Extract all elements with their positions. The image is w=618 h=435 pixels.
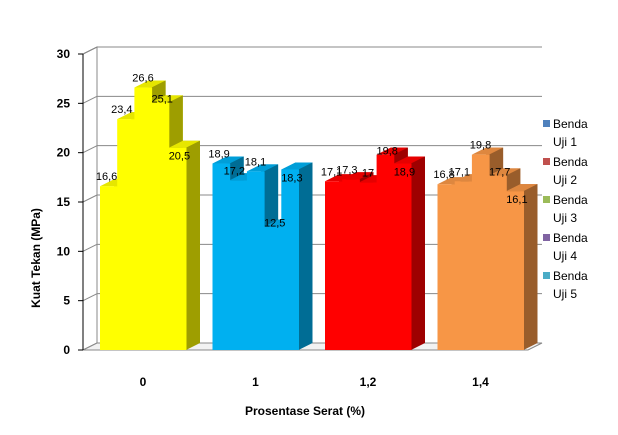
bar-top <box>489 168 521 176</box>
gridline-side <box>82 293 98 302</box>
legend-label: Uji 5 <box>553 287 577 301</box>
y-tick-label: 25 <box>57 96 71 110</box>
bar <box>376 154 395 350</box>
x-tick-labels: 0 1 1,2 1,4 <box>140 375 490 389</box>
x-tick-label: 1,2 <box>360 375 377 389</box>
legend-label: Uji 1 <box>553 135 577 149</box>
gridline-side <box>82 95 98 104</box>
data-label: 26,6 <box>132 73 153 85</box>
bar-top <box>393 156 425 164</box>
legend-label: Uji 3 <box>553 211 577 225</box>
legend-swatch <box>543 234 550 241</box>
bars: 16,6 23,4 26,6 25,1 20,5 18,9 17,218,1 12,5 18,3… <box>96 73 538 351</box>
gridline-side <box>82 46 98 55</box>
data-label: 16,6 <box>96 171 117 183</box>
data-label: 17 <box>362 167 374 179</box>
bar-side <box>186 140 200 350</box>
data-label: 19,8 <box>470 140 491 152</box>
bar-top <box>342 172 374 180</box>
data-label: 20,5 <box>169 151 190 163</box>
bar <box>229 180 248 350</box>
y-tick-label: 0 <box>63 343 70 357</box>
bar <box>281 169 299 350</box>
y-tick-label: 5 <box>63 294 70 308</box>
bar <box>437 184 456 350</box>
legend-label: Uji 4 <box>553 249 577 263</box>
data-label: 17,3 <box>336 164 357 176</box>
bar-top <box>506 184 538 192</box>
data-label: 17,7 <box>489 166 510 178</box>
bar <box>359 182 378 350</box>
bar <box>454 181 473 350</box>
bar <box>471 154 490 350</box>
data-label: 18,9 <box>208 149 229 161</box>
legend-label: Benda <box>553 231 588 245</box>
y-tick-label: 10 <box>57 244 71 258</box>
data-label: 18,1 <box>245 156 266 168</box>
legend-label: Benda <box>553 117 588 131</box>
bar <box>264 226 282 350</box>
legend-label: Benda <box>553 155 588 169</box>
x-tick-label: 1,4 <box>472 375 489 389</box>
bar-top <box>376 147 408 155</box>
data-label: 19,8 <box>376 146 397 158</box>
data-label: 23,4 <box>111 104 132 116</box>
legend-label: Benda <box>553 269 588 283</box>
y-tick-labels: 0 5 10 15 20 25 30 <box>57 47 71 357</box>
gridline-side <box>82 194 98 203</box>
bar <box>506 191 524 350</box>
bar-top <box>246 164 279 172</box>
legend-label: Benda <box>553 193 588 207</box>
legend-swatch <box>543 196 550 203</box>
bar-top <box>325 174 357 182</box>
data-label: 17,1 <box>449 166 470 178</box>
bar-side <box>298 162 313 350</box>
y-tick-label: 20 <box>57 146 71 160</box>
bar-top <box>281 162 313 170</box>
legend-swatch <box>543 120 550 127</box>
y-tick-label: 30 <box>57 47 71 61</box>
gridline-side <box>82 145 98 154</box>
bar <box>134 87 153 351</box>
bar <box>212 163 231 350</box>
bar <box>246 171 265 350</box>
bar <box>489 175 507 350</box>
legend-swatch <box>543 158 550 165</box>
legend-label: Uji 2 <box>553 173 577 187</box>
bar <box>117 119 135 351</box>
y-tick-label: 15 <box>57 195 71 209</box>
bar <box>342 179 360 350</box>
bar-top <box>471 147 504 155</box>
bar <box>151 102 170 350</box>
bar-top <box>168 140 200 148</box>
data-label: 25,1 <box>151 93 172 105</box>
bar <box>168 147 187 350</box>
data-label: 17,1 <box>321 166 342 178</box>
data-label: 12,5 <box>264 218 285 230</box>
y-axis-label: Kuat Tekan (MPa) <box>29 208 43 308</box>
x-tick-label: 0 <box>140 375 147 389</box>
bar <box>100 186 118 350</box>
bar-side <box>411 156 425 350</box>
bar <box>393 163 412 350</box>
gridline-side <box>82 243 98 252</box>
bar-top <box>212 156 244 164</box>
bar <box>325 181 343 350</box>
data-label: 16,8 <box>433 169 454 181</box>
data-label: 18,3 <box>281 172 302 184</box>
bar-top <box>134 80 166 88</box>
data-label: 16,1 <box>506 194 527 206</box>
data-label: 18,9 <box>394 167 415 179</box>
data-label: 17,2 <box>224 165 245 177</box>
legend-swatch <box>543 272 550 279</box>
x-axis-label: Prosentase Serat (%) <box>245 404 365 418</box>
bar-top <box>151 95 183 103</box>
legend: Benda Uji 1 Benda Uji 2 Benda Uji 3 Benda Uji 4… <box>543 117 588 301</box>
bar-side <box>523 184 538 350</box>
x-tick-label: 1 <box>252 375 259 389</box>
